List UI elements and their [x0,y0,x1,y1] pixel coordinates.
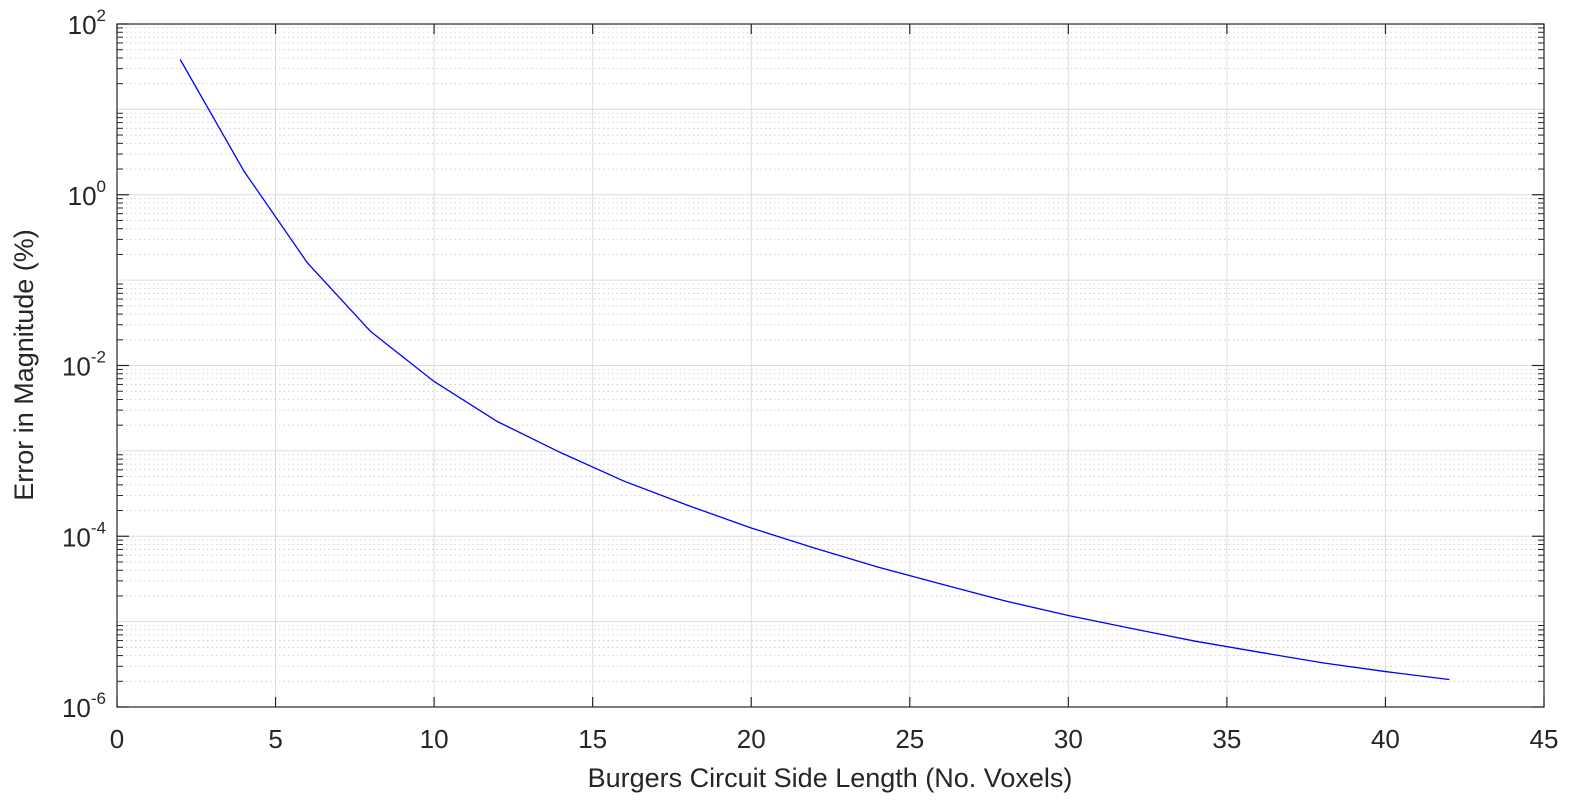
data-point [306,262,308,264]
data-point [1194,640,1196,642]
x-tick-label: 35 [1212,724,1241,754]
x-axis-label: Burgers Circuit Side Length (No. Voxels) [588,763,1073,793]
x-tick-label: 25 [895,724,924,754]
x-tick-label: 5 [268,724,282,754]
x-tick-label: 20 [737,724,766,754]
data-point [750,527,752,529]
minor-grid [117,27,1544,682]
data-point [1067,614,1069,617]
data-point [940,583,943,585]
data-point [370,330,372,333]
data-point [433,380,435,383]
data-point [1004,600,1006,602]
y-tick-label: 102 [68,6,106,40]
data-point [1258,651,1260,653]
y-tick-label: 10-6 [62,689,106,723]
x-tick-label: 45 [1530,724,1559,754]
x-tick-label: 10 [420,724,449,754]
x-tick-label: 40 [1371,724,1400,754]
data-point [1321,662,1323,664]
data-point [1448,678,1450,681]
y-tick-label: 100 [68,177,106,211]
data-point [877,566,879,568]
y-axis-label: Error in Magnitude (%) [9,229,39,501]
data-point [687,504,689,506]
data-point [560,452,562,454]
x-tick-label: 0 [110,724,124,754]
data-point [1131,627,1133,630]
y-tick-labels: 10-6 10-4 10-2 100 102 [62,6,106,723]
y-tick-label: 10-2 [62,348,106,382]
data-point [179,59,182,61]
series-layer [179,59,1450,681]
data-point [1384,670,1387,673]
data-point [496,421,499,423]
axis-ticks [116,23,1545,708]
x-tick-label: 15 [578,724,607,754]
data-point [814,547,816,549]
data-point [243,170,245,172]
x-tick-label: 30 [1054,724,1083,754]
y-tick-label: 10-4 [62,518,106,552]
data-point [623,480,625,482]
x-tick-labels: 0 5 10 15 20 25 30 35 40 45 [110,724,1559,754]
